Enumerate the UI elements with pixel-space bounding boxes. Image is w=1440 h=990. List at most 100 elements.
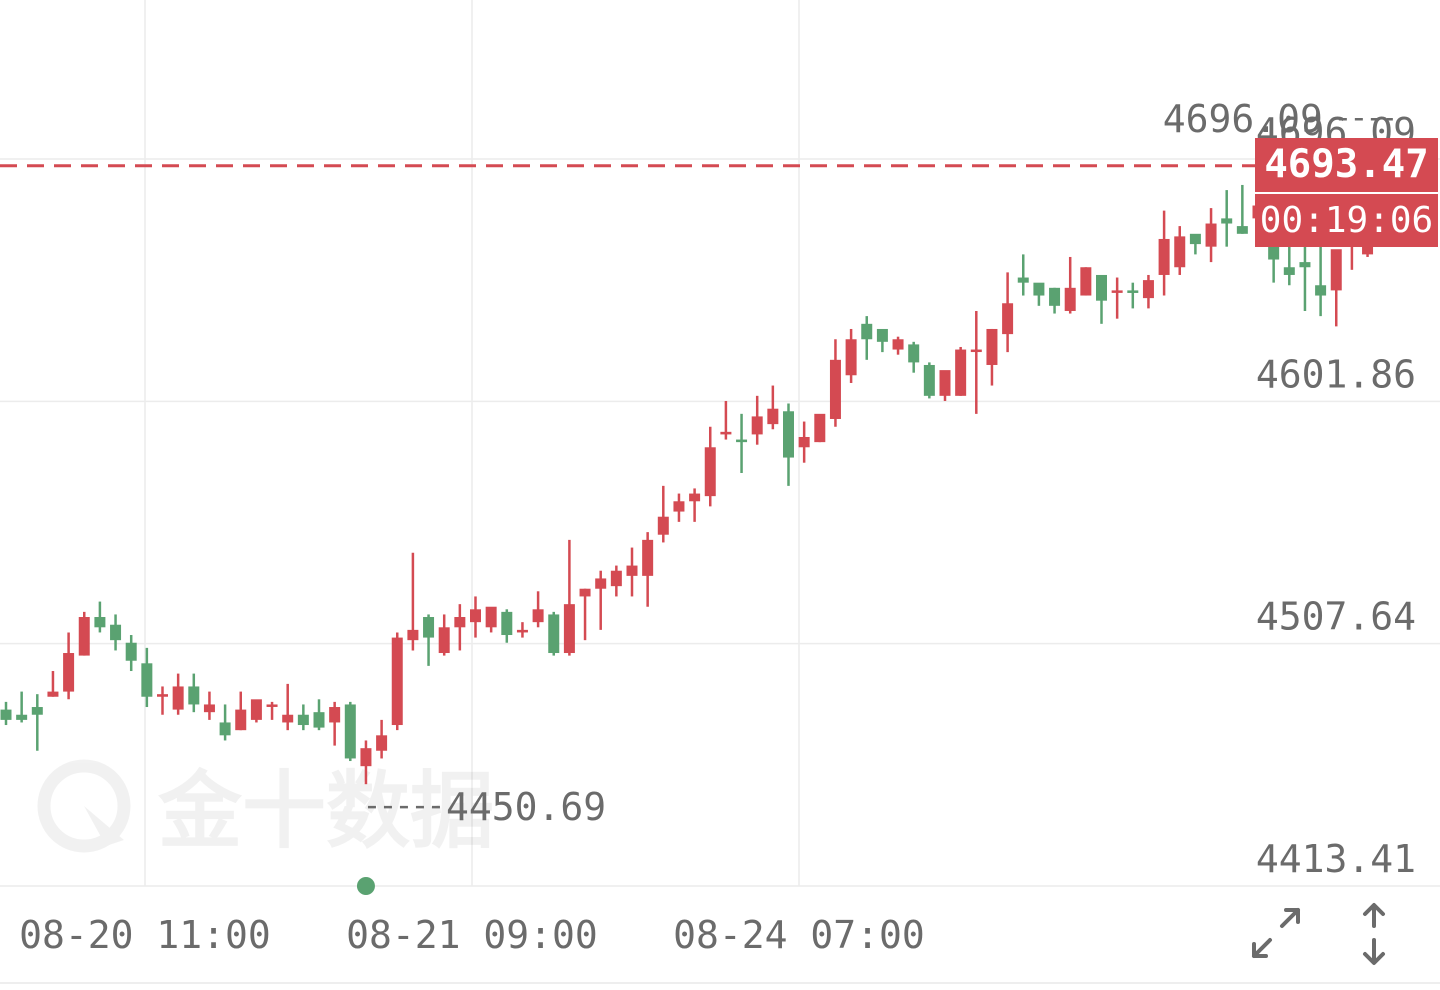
candle-body [438,627,450,654]
candle-body [0,709,12,720]
candle [391,632,403,731]
candle [1221,190,1233,247]
candle [344,701,356,762]
expand-icon [1252,908,1300,958]
candle [1017,254,1029,296]
candle [767,385,779,430]
candle [329,701,341,746]
candle [1049,287,1061,314]
candle [172,673,184,715]
candle-body [845,339,857,376]
candle-body [704,447,716,497]
candle [0,701,12,726]
candle-body [657,516,669,535]
candle [501,609,513,643]
candle-body [1158,238,1170,275]
candle [376,719,388,759]
candle-body [203,704,215,713]
candle-body [1315,285,1327,296]
candle [110,614,122,651]
candle [313,699,325,731]
candle-body [313,712,325,728]
candle [78,611,90,656]
y-tick-label: 4507.64 [1256,595,1416,639]
candle-body [986,328,998,365]
candle-body [501,611,513,636]
x-tick-label: 08-21 09:00 [346,913,598,957]
candle-body [16,714,28,720]
candle-body [407,629,419,641]
candle [31,694,43,751]
candle [407,552,419,651]
candle [485,606,497,633]
candle [986,328,998,386]
candle [626,547,638,597]
y-tick-label: 4601.86 [1256,352,1416,396]
candle-body [219,722,231,736]
candle [470,596,481,638]
candle [1299,241,1311,311]
candle-body [861,323,873,340]
x-axis: 08-20 11:00 08-21 09:00 08-24 07:00 [19,913,925,957]
up-down-arrows-icon [1363,903,1385,965]
candle [548,611,560,656]
candle-body [31,707,43,715]
candle-body [485,606,497,628]
candle [939,370,951,401]
event-marker[interactable] [356,877,375,895]
candle [845,328,857,383]
candle-body [876,328,888,342]
candle-body [470,609,481,623]
fullscreen-button[interactable] [1246,902,1306,964]
candle-body [642,539,654,576]
candle [1330,249,1342,327]
candle [516,622,528,638]
candle-body [94,617,106,628]
candle-body [141,663,153,697]
candle-body [1299,262,1311,268]
candle-body [736,439,748,443]
candles [0,159,1405,785]
candle-body [329,707,341,723]
candle-body [1127,290,1139,293]
candle-body [783,411,794,458]
candle [438,614,450,656]
candle-body [814,413,826,443]
candle [720,400,732,440]
candle-body [1221,218,1233,224]
candle [861,316,873,360]
candle-body [1111,290,1123,293]
candle-body [1142,280,1154,299]
candle [1111,277,1123,319]
candle [1205,208,1217,263]
candle-body [955,349,967,396]
candle-body [548,614,560,654]
candle [532,591,544,628]
candle-body [172,686,184,710]
candle [642,532,654,607]
candle [188,673,200,713]
candle-body [829,359,841,419]
candle-body [595,578,607,589]
candle [235,691,247,731]
candle [814,413,826,443]
candle-body [63,653,75,692]
candle [1189,233,1201,255]
candle-body [798,436,810,448]
vertical-scale-button[interactable] [1344,900,1404,965]
candle-body [1080,267,1092,296]
candle [1315,246,1327,317]
candle [563,539,575,656]
candle [1127,282,1139,309]
candle-body [266,704,278,707]
candle [783,403,794,486]
candle [423,614,435,666]
candle [798,421,810,463]
overlays: 4696.09 4450.69 [0,97,1393,895]
candle [1236,184,1248,234]
x-tick-label: 08-20 11:00 [19,913,271,957]
candle [1096,274,1107,324]
